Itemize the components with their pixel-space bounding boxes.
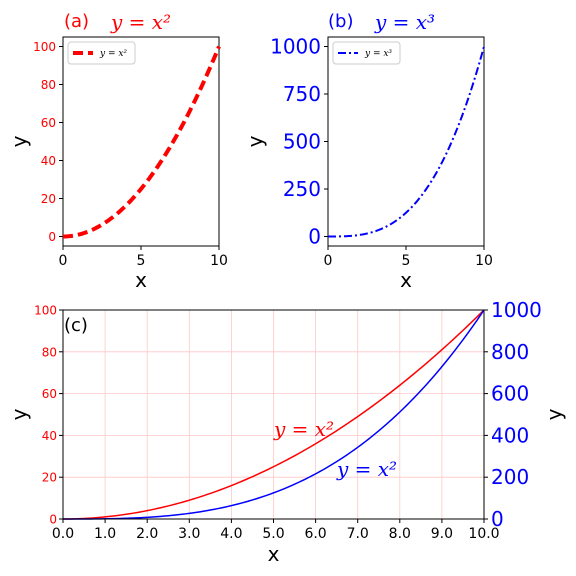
y-axis-label-right: y: [542, 408, 566, 420]
x-tick-label: 5: [402, 253, 411, 269]
panel-label-c: (c): [64, 315, 88, 336]
y-tick-label: 250: [283, 177, 321, 201]
y-tick-label: 20: [42, 471, 57, 485]
y-tick-label: 60: [42, 387, 57, 401]
series-line-b: [328, 46, 485, 238]
y-tick-label: 20: [41, 192, 56, 206]
plot-area-b: 0 5 10 0 250 500 750 1000 x y y = x³: [243, 35, 493, 292]
y-tick-label: 40: [41, 154, 56, 168]
y-right-tick-label: 600: [491, 382, 529, 406]
y-tick-label: 40: [42, 429, 57, 443]
x-tick-label: 10: [475, 253, 493, 269]
legend-label: y = x²: [99, 49, 127, 59]
y-axis-label: y: [243, 135, 267, 147]
x-tick-label: 5.0: [262, 526, 284, 542]
x-tick-label: 10.0: [468, 526, 499, 542]
x-tick-label: 5: [137, 253, 146, 269]
axes-frame: [327, 36, 485, 247]
y-tick-label: 0: [308, 225, 321, 249]
y-tick-label: 100: [34, 304, 57, 318]
y-tick-label: 80: [41, 78, 56, 92]
y-right-tick-label: 0: [491, 507, 504, 531]
x-tick-label: 8.0: [389, 526, 411, 542]
y-right-tick-label: 200: [491, 465, 529, 489]
chart-title-a: y = x²: [110, 10, 171, 34]
annotation-2: y = x²: [336, 457, 397, 481]
y-right-tick-label: 1000: [491, 298, 542, 322]
x-axis-label: x: [400, 268, 412, 292]
x-tick-label: 0: [59, 253, 68, 269]
annotation-1: y = x²: [273, 417, 334, 441]
panel-label-b: (b): [328, 11, 353, 32]
series-line-c-1: [62, 309, 485, 520]
panel-b: (b) y = x³ 0 5 10 0 250 500 750 1000 x y y = x³: [243, 10, 493, 292]
series-line-c-2: [63, 309, 485, 520]
x-tick-label: 6.0: [304, 526, 326, 542]
grid: [62, 309, 485, 520]
y-tick-label: 500: [283, 130, 321, 154]
panel-label-a: (a): [64, 11, 89, 32]
x-tick-label: 0.0: [52, 526, 74, 542]
y-axis-label: y: [7, 408, 31, 420]
panel-c: 0.0 1.0 2.0 3.0 4.0 5.0 6.0 7.0 8.0 9.0 10.0020406…: [7, 298, 566, 566]
y-tick-label: 1000: [270, 35, 321, 59]
y-axis-label: y: [7, 135, 31, 147]
x-axis-label: x: [268, 542, 280, 566]
legend-label: y = x³: [364, 49, 392, 59]
y-tick-label: 60: [41, 116, 56, 130]
axes-frame: [62, 36, 220, 247]
x-tick-label: 4.0: [220, 526, 242, 542]
x-tick-label: 2.0: [136, 526, 158, 542]
chart-title-b: y = x³: [374, 10, 435, 34]
y-right-tick-label: 800: [491, 340, 529, 364]
x-tick-label: 9.0: [431, 526, 453, 542]
x-tick-label: 0: [324, 253, 333, 269]
x-axis-label: x: [135, 268, 147, 292]
x-tick-label: 3.0: [178, 526, 200, 542]
y-tick-label: 80: [42, 345, 57, 359]
y-tick-label: 100: [33, 40, 56, 54]
y-tick-label: 0: [49, 513, 57, 527]
legend-a: y = x²: [67, 41, 136, 65]
series-line-a: [62, 45, 221, 239]
x-tick-label: 1.0: [94, 526, 116, 542]
y-right-tick-label: 400: [491, 423, 529, 447]
y-tick-label: 750: [283, 82, 321, 106]
x-tick-label: 7.0: [347, 526, 369, 542]
y-tick-label: 0: [48, 230, 56, 244]
legend-box: [67, 41, 136, 65]
x-tick-label: 10: [210, 253, 228, 269]
legend-b: y = x³: [332, 41, 401, 65]
legend-box: [332, 41, 401, 65]
